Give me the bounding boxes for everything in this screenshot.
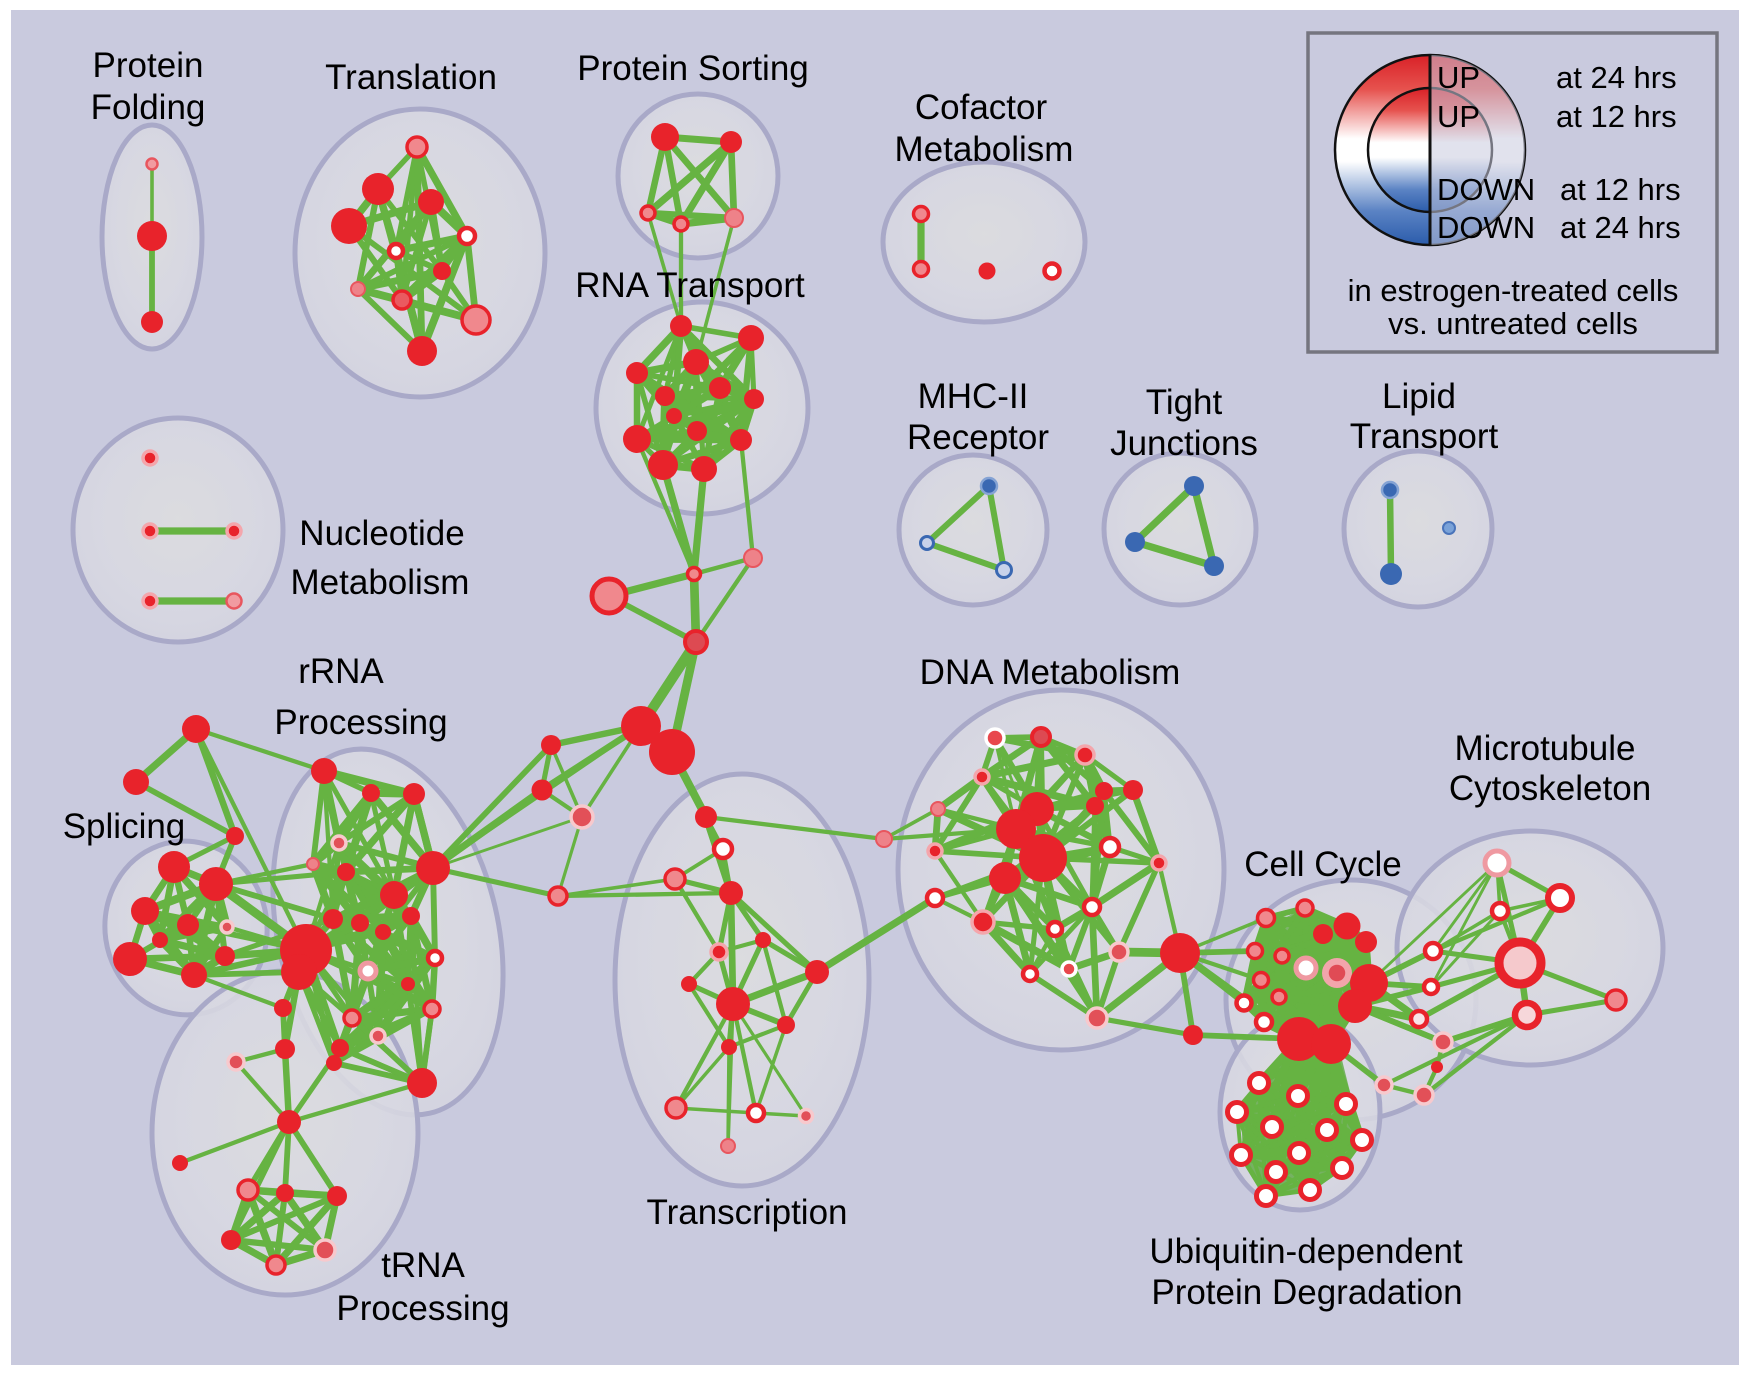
svg-text:vs. untreated cells: vs. untreated cells bbox=[1388, 306, 1638, 341]
svg-text:Lipid: Lipid bbox=[1382, 377, 1456, 416]
svg-text:at 12 hrs: at 12 hrs bbox=[1560, 172, 1681, 207]
svg-text:Cytoskeleton: Cytoskeleton bbox=[1449, 769, 1651, 808]
svg-text:Processing: Processing bbox=[274, 703, 447, 742]
svg-text:Splicing: Splicing bbox=[63, 807, 186, 846]
svg-text:UP: UP bbox=[1437, 99, 1480, 134]
svg-text:Ubiquitin-dependent: Ubiquitin-dependent bbox=[1149, 1232, 1463, 1271]
svg-text:MHC-II: MHC-II bbox=[918, 377, 1029, 416]
svg-text:at 12 hrs: at 12 hrs bbox=[1556, 99, 1677, 134]
svg-text:tRNA: tRNA bbox=[381, 1246, 465, 1285]
svg-text:Transcription: Transcription bbox=[647, 1193, 848, 1232]
svg-text:RNA Transport: RNA Transport bbox=[575, 266, 805, 305]
svg-text:Metabolism: Metabolism bbox=[895, 130, 1074, 169]
svg-text:Protein Degradation: Protein Degradation bbox=[1151, 1273, 1462, 1312]
svg-text:at 24 hrs: at 24 hrs bbox=[1560, 210, 1681, 245]
svg-text:Protein: Protein bbox=[93, 46, 204, 85]
svg-text:Metabolism: Metabolism bbox=[291, 563, 470, 602]
svg-text:Tight: Tight bbox=[1146, 383, 1223, 422]
svg-text:Protein Sorting: Protein Sorting bbox=[577, 49, 809, 88]
svg-text:UP: UP bbox=[1437, 60, 1480, 95]
svg-text:Translation: Translation bbox=[325, 58, 497, 97]
svg-text:Microtubule: Microtubule bbox=[1455, 729, 1636, 768]
svg-text:Cell Cycle: Cell Cycle bbox=[1244, 845, 1402, 884]
svg-text:at 24 hrs: at 24 hrs bbox=[1556, 60, 1677, 95]
svg-text:Transport: Transport bbox=[1350, 417, 1499, 456]
svg-text:Folding: Folding bbox=[91, 88, 206, 127]
svg-text:rRNA: rRNA bbox=[298, 652, 384, 691]
svg-text:in estrogen-treated cells: in estrogen-treated cells bbox=[1348, 273, 1679, 308]
svg-text:DOWN: DOWN bbox=[1437, 210, 1535, 245]
svg-text:DOWN: DOWN bbox=[1437, 172, 1535, 207]
svg-text:Junctions: Junctions bbox=[1110, 424, 1258, 463]
svg-text:Nucleotide: Nucleotide bbox=[299, 514, 464, 553]
svg-text:Processing: Processing bbox=[336, 1289, 509, 1328]
svg-text:Cofactor: Cofactor bbox=[915, 88, 1048, 127]
svg-text:DNA Metabolism: DNA Metabolism bbox=[920, 653, 1181, 692]
svg-text:Receptor: Receptor bbox=[907, 418, 1049, 457]
